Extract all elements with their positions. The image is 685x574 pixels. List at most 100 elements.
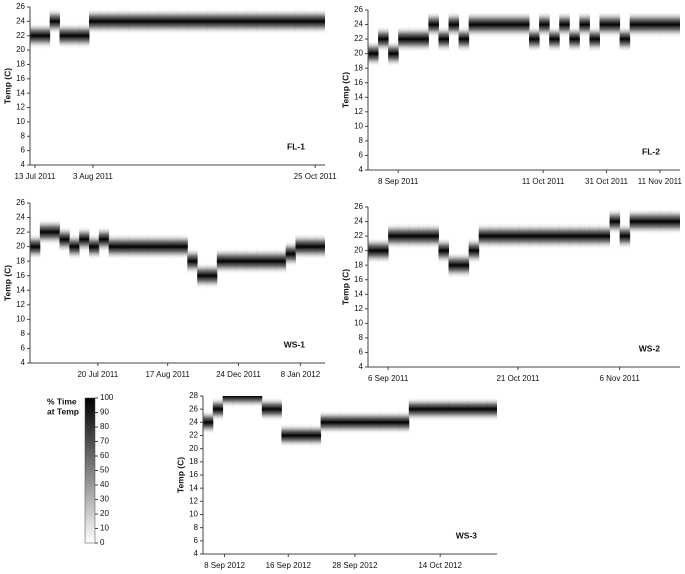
temp-band (408, 397, 420, 422)
temp-band (177, 233, 188, 260)
temp-band (207, 8, 218, 35)
temp-band (266, 248, 277, 275)
temp-band (659, 11, 671, 38)
temp-band (330, 410, 341, 435)
temp-band (281, 423, 292, 448)
temp-band (438, 26, 450, 53)
y-tick-label: 14 (16, 285, 25, 294)
y-tick-label: 8 (359, 333, 364, 342)
temp-band (39, 219, 51, 246)
temp-band (529, 26, 540, 53)
temp-band (649, 208, 661, 235)
colorbar-tick-label: 10 (100, 524, 109, 533)
temp-band (359, 410, 371, 435)
temp-band (222, 396, 233, 408)
temp-band (69, 233, 80, 260)
y-tick-label: 8 (21, 329, 26, 338)
temp-band (266, 8, 277, 35)
y-tick-label: 22 (354, 231, 363, 240)
y-tick-label: 10 (16, 314, 25, 323)
temp-band (408, 223, 419, 250)
temp-band (246, 8, 257, 35)
temp-band (649, 11, 661, 38)
temp-band (59, 22, 70, 49)
y-tick-label: 20 (16, 242, 25, 251)
temp-band (177, 8, 188, 35)
y-tick-label: 18 (354, 63, 363, 72)
y-tick-label: 14 (16, 88, 25, 97)
temp-band (305, 8, 316, 35)
y-tick-label: 6 (359, 348, 364, 357)
y-tick-label: 26 (189, 404, 198, 413)
temp-band (301, 423, 312, 448)
temp-band (388, 40, 399, 67)
temp-band (118, 8, 129, 35)
temp-band (458, 26, 470, 53)
panel-label: FL-2 (642, 146, 660, 156)
y-tick-label: 8 (359, 136, 364, 145)
temp-band (242, 396, 253, 408)
y-tick-label: 12 (354, 304, 363, 313)
temp-band (629, 208, 641, 235)
temp-band (368, 40, 379, 67)
colorbar-tick-label: 100 (100, 393, 114, 402)
temp-band (468, 11, 480, 38)
y-tick-label: 24 (189, 417, 198, 426)
colorbar-tick-label: 30 (100, 495, 109, 504)
temp-band (320, 410, 331, 435)
temp-band (448, 252, 460, 279)
x-tick-label: 6 Nov 2011 (599, 374, 640, 383)
x-tick-label: 17 Aug 2011 (145, 370, 190, 379)
x-tick-label: 28 Sep 2012 (332, 561, 378, 570)
temp-band (226, 248, 237, 275)
temp-band (271, 397, 282, 422)
temp-band (157, 8, 169, 35)
y-tick-label: 26 (354, 5, 363, 14)
temp-band (256, 8, 267, 35)
y-tick-label: 18 (16, 60, 25, 69)
temp-band (79, 226, 90, 253)
temp-band (39, 22, 51, 49)
temp-band (448, 11, 460, 38)
x-tick-label: 20 Jul 2011 (77, 370, 118, 379)
x-tick-label: 6 Sep 2011 (368, 374, 409, 383)
y-tick-label: 12 (16, 103, 25, 112)
temp-band (539, 11, 550, 38)
temp-band (369, 410, 380, 435)
temp-band (148, 8, 159, 35)
temp-band (549, 26, 560, 53)
y-tick-label: 16 (16, 74, 25, 83)
x-tick-label: 11 Oct 2011 (522, 177, 565, 186)
temp-band (639, 208, 651, 235)
temp-band (508, 11, 520, 38)
temp-band (167, 8, 178, 35)
y-tick-label: 26 (16, 2, 25, 11)
temp-band (69, 22, 80, 49)
colorbar-tick-label: 60 (100, 451, 109, 460)
temp-band (378, 237, 389, 264)
temp-band (458, 252, 470, 279)
temp-band (589, 26, 600, 53)
temp-band (128, 8, 139, 35)
x-tick-label: 11 Nov 2011 (638, 177, 683, 186)
temp-band (98, 8, 110, 35)
temp-band (438, 397, 449, 422)
y-tick-label: 6 (194, 536, 199, 545)
temp-band (448, 397, 459, 422)
colorbar-tick-label: 80 (100, 422, 109, 431)
y-tick-label: 20 (16, 45, 25, 54)
temp-band (295, 8, 306, 35)
y-tick-label: 24 (354, 20, 363, 29)
y-tick-label: 26 (16, 198, 25, 207)
temp-band (108, 233, 119, 260)
y-tick-label: 14 (189, 483, 198, 492)
temp-band (579, 11, 590, 38)
temp-band (488, 11, 500, 38)
temp-band (157, 233, 169, 260)
temp-band (609, 11, 621, 38)
x-tick-label: 8 Jan 2012 (281, 370, 321, 379)
temp-band (569, 223, 580, 250)
temp-band (89, 233, 100, 260)
temp-band (399, 410, 410, 435)
colorbar (84, 397, 96, 544)
